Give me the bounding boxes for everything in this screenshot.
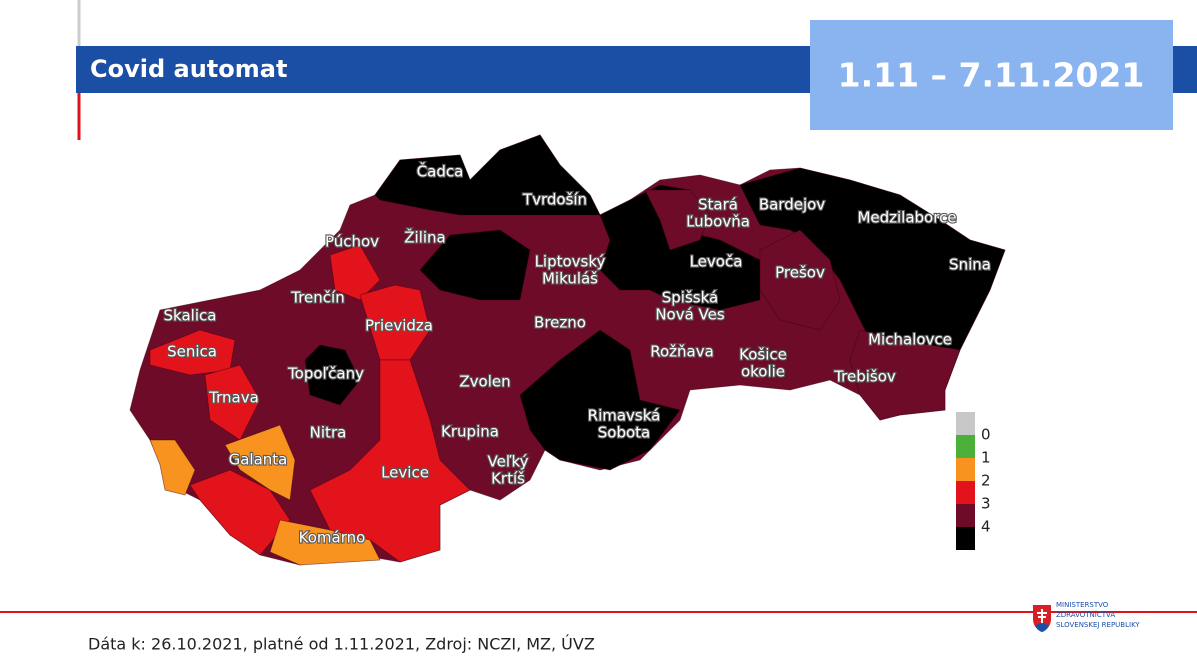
ministry-line: MINISTERSTVO — [1056, 601, 1109, 609]
footer-source: Dáta k: 26.10.2021, platné od 1.11.2021,… — [88, 635, 595, 654]
title: Covid automat — [90, 55, 287, 83]
district-label: Košice — [739, 346, 787, 364]
region — [374, 134, 601, 216]
district-label: Snina — [949, 256, 991, 274]
district-label: Prešov — [775, 264, 825, 282]
region — [224, 424, 296, 501]
district-label: Nová Ves — [655, 306, 725, 324]
district-label: Zvolen — [459, 373, 510, 391]
region — [759, 229, 841, 331]
legend-swatch — [956, 412, 975, 435]
region — [599, 184, 761, 311]
district-label: Galanta — [229, 451, 288, 469]
district-label: Trenčín — [290, 289, 344, 307]
legend-swatch — [956, 481, 975, 504]
cross — [1037, 609, 1047, 625]
region — [849, 329, 961, 421]
legend-label: 0 — [981, 426, 991, 444]
hills — [1035, 623, 1049, 632]
region — [309, 359, 471, 563]
legend-label: 1 — [981, 449, 991, 467]
ministry-line: ZDRAVOTNÍCTVA — [1056, 610, 1115, 619]
district-label: Trebišov — [833, 368, 896, 386]
legend-swatch — [956, 458, 975, 481]
district-label: Nitra — [310, 424, 347, 442]
region — [419, 229, 531, 301]
district-label: Čadca — [417, 162, 464, 181]
map — [129, 134, 1006, 566]
date-range: 1.11 – 7.11.2021 — [838, 56, 1145, 95]
district-label: Púchov — [325, 233, 379, 251]
district-label: Rožňava — [650, 343, 714, 361]
legend-label: 4 — [981, 518, 991, 536]
district-label: Michalovce — [868, 331, 952, 349]
district-label: Krtíš — [491, 470, 525, 488]
district-label: Komárno — [299, 529, 366, 547]
district-label: Topoľčany — [287, 365, 364, 383]
region — [269, 519, 381, 566]
legend-label: 2 — [981, 472, 991, 490]
region — [519, 329, 681, 471]
district-label: Ľubovňa — [686, 213, 750, 231]
district-label: Tvrdošín — [522, 191, 587, 209]
date-box — [810, 20, 1173, 130]
district-label: Brezno — [534, 314, 586, 332]
region — [329, 244, 381, 301]
legend-label: 3 — [981, 495, 991, 513]
legend-swatch — [956, 435, 975, 458]
region — [204, 364, 261, 441]
district-label: Senica — [167, 343, 217, 361]
ministry-logo: MINISTERSTVO ZDRAVOTNÍCTVA SLOVENSKEJ RE… — [1033, 601, 1140, 632]
district-label: Rimavská — [588, 407, 661, 425]
ministry-line: SLOVENSKEJ REPUBLIKY — [1056, 621, 1140, 629]
district-label: Sobota — [598, 424, 650, 442]
district-label: Skalica — [164, 307, 217, 325]
district-label: Medzilaborce — [857, 209, 956, 227]
district-label: Liptovský — [535, 253, 606, 271]
district-label: Spišská — [662, 289, 718, 307]
district-label: Mikuláš — [542, 270, 598, 288]
district-label: okolie — [741, 363, 785, 381]
region — [149, 439, 196, 496]
district-label: Žilina — [404, 228, 445, 247]
legend-swatch — [956, 504, 975, 527]
district-label: Trnava — [208, 389, 259, 407]
legend-swatch — [956, 527, 975, 550]
district-label: Veľký — [488, 453, 529, 471]
district-label: Stará — [698, 196, 738, 214]
district-label: Levoča — [690, 253, 743, 271]
district-label: Krupina — [441, 423, 499, 441]
district-label: Prievidza — [365, 317, 433, 335]
region — [304, 344, 361, 406]
district-label: Levice — [381, 464, 429, 482]
district-label: Bardejov — [759, 196, 825, 214]
region — [644, 189, 711, 251]
